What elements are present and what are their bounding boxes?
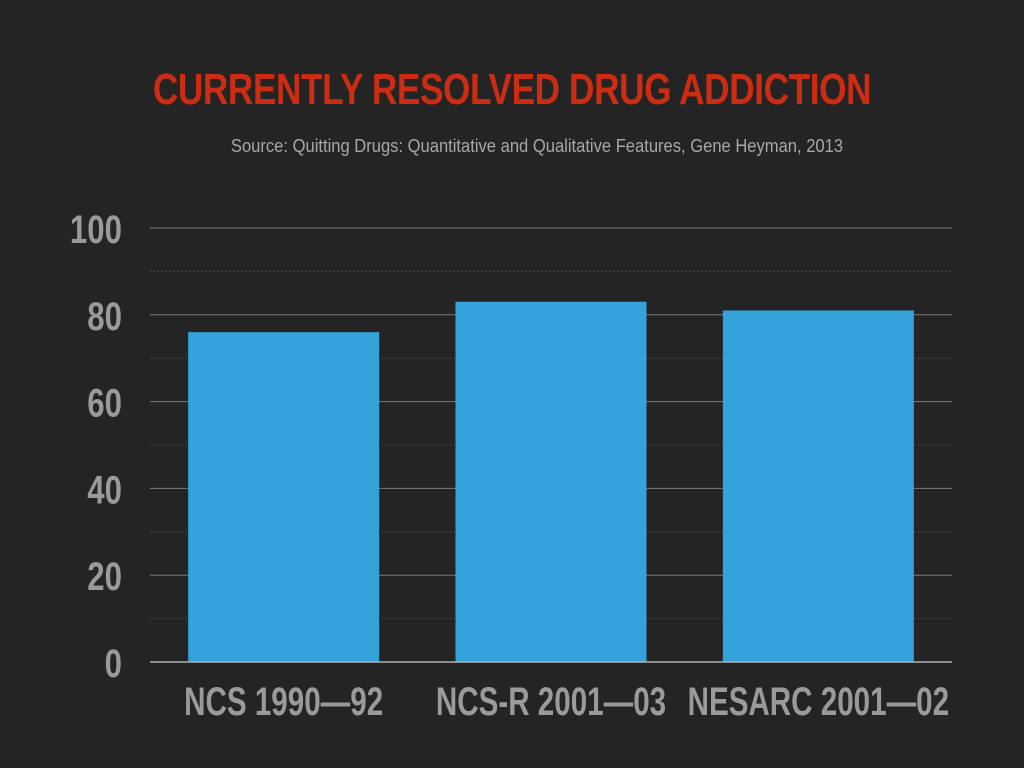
x-tick-label: NCS 1990—92 [184,680,383,724]
chart-title: CURRENTLY RESOLVED DRUG ADDICTION [152,65,872,114]
bars [188,301,914,662]
bar [188,332,380,662]
bar [455,301,647,662]
y-tick-label: 0 [105,641,122,686]
y-tick-label: 100 [70,207,122,252]
bar [722,310,914,662]
y-tick-labels: 0 20 40 60 80 100 [70,207,122,686]
y-tick-label: 80 [87,294,122,339]
y-tick-label: 20 [87,555,122,600]
x-tick-labels: NCS 1990—92 NCS-R 2001—03 NESARC 2001—02 [184,680,949,724]
y-tick-label: 40 [87,468,122,513]
x-tick-label: NCS-R 2001—03 [436,680,666,724]
chart-subtitle: Source: Quitting Drugs: Quantitative and… [230,136,844,156]
y-tick-label: 60 [87,381,122,426]
x-tick-label: NESARC 2001—02 [688,680,949,724]
